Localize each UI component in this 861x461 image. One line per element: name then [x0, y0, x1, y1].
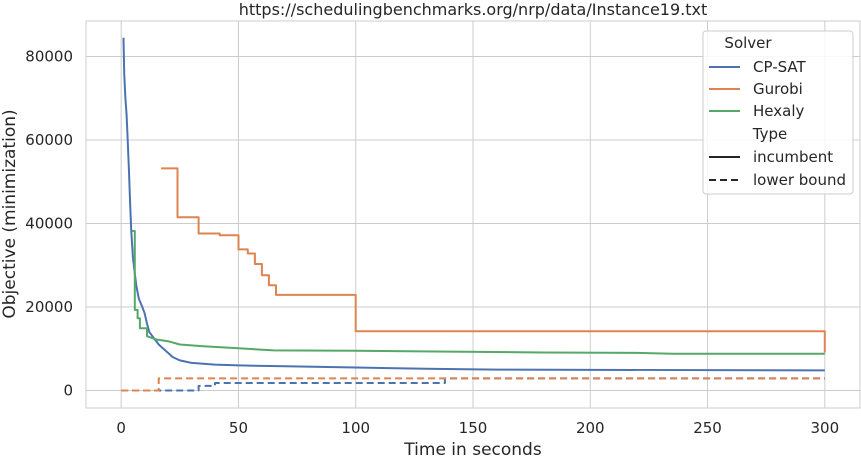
legend-solver-header: Solver: [724, 34, 772, 52]
legend-box: [702, 30, 854, 195]
legend-type-header: Type: [752, 125, 787, 143]
x-tick-label: 0: [116, 419, 126, 437]
legend: Solver CP-SAT Gurobi Hexaly Type incumbe…: [702, 30, 854, 195]
legend-label-lower-bound: lower bound: [753, 171, 846, 189]
y-tick-label: 60000: [25, 131, 73, 149]
x-tick-label: 50: [229, 419, 248, 437]
y-tick-label: 40000: [25, 214, 73, 232]
y-axis-title: Objective (minimization): [0, 109, 20, 318]
plot-area-frame: [85, 20, 861, 409]
x-tick-label: 250: [693, 419, 722, 437]
y-tick-label: 20000: [25, 298, 73, 316]
series-hexaly-incumbent: [131, 230, 825, 355]
legend-label-cp-sat: CP-SAT: [753, 58, 806, 76]
series-gurobi-incumbent: [161, 167, 826, 353]
legend-label-hexaly: Hexaly: [753, 102, 804, 120]
x-tick-label: 100: [341, 419, 370, 437]
x-tick-label: 200: [576, 419, 605, 437]
legend-label-incumbent: incumbent: [753, 148, 833, 166]
x-tick-label: 150: [459, 419, 488, 437]
x-axis-title: Time in seconds: [403, 440, 542, 460]
legend-label-gurobi: Gurobi: [753, 80, 803, 98]
y-tick-label: 0: [63, 381, 73, 399]
series-layer: [121, 37, 826, 392]
chart-title: https://schedulingbenchmarks.org/nrp/dat…: [239, 0, 708, 19]
tick-labels: 0 50 100 150 200 250 300 0 20000 40000 60000 80000: [25, 47, 839, 437]
series-cp-sat-incumbent: [122, 37, 825, 372]
y-tick-label: 80000: [25, 47, 73, 65]
x-tick-label: 300: [810, 419, 839, 437]
